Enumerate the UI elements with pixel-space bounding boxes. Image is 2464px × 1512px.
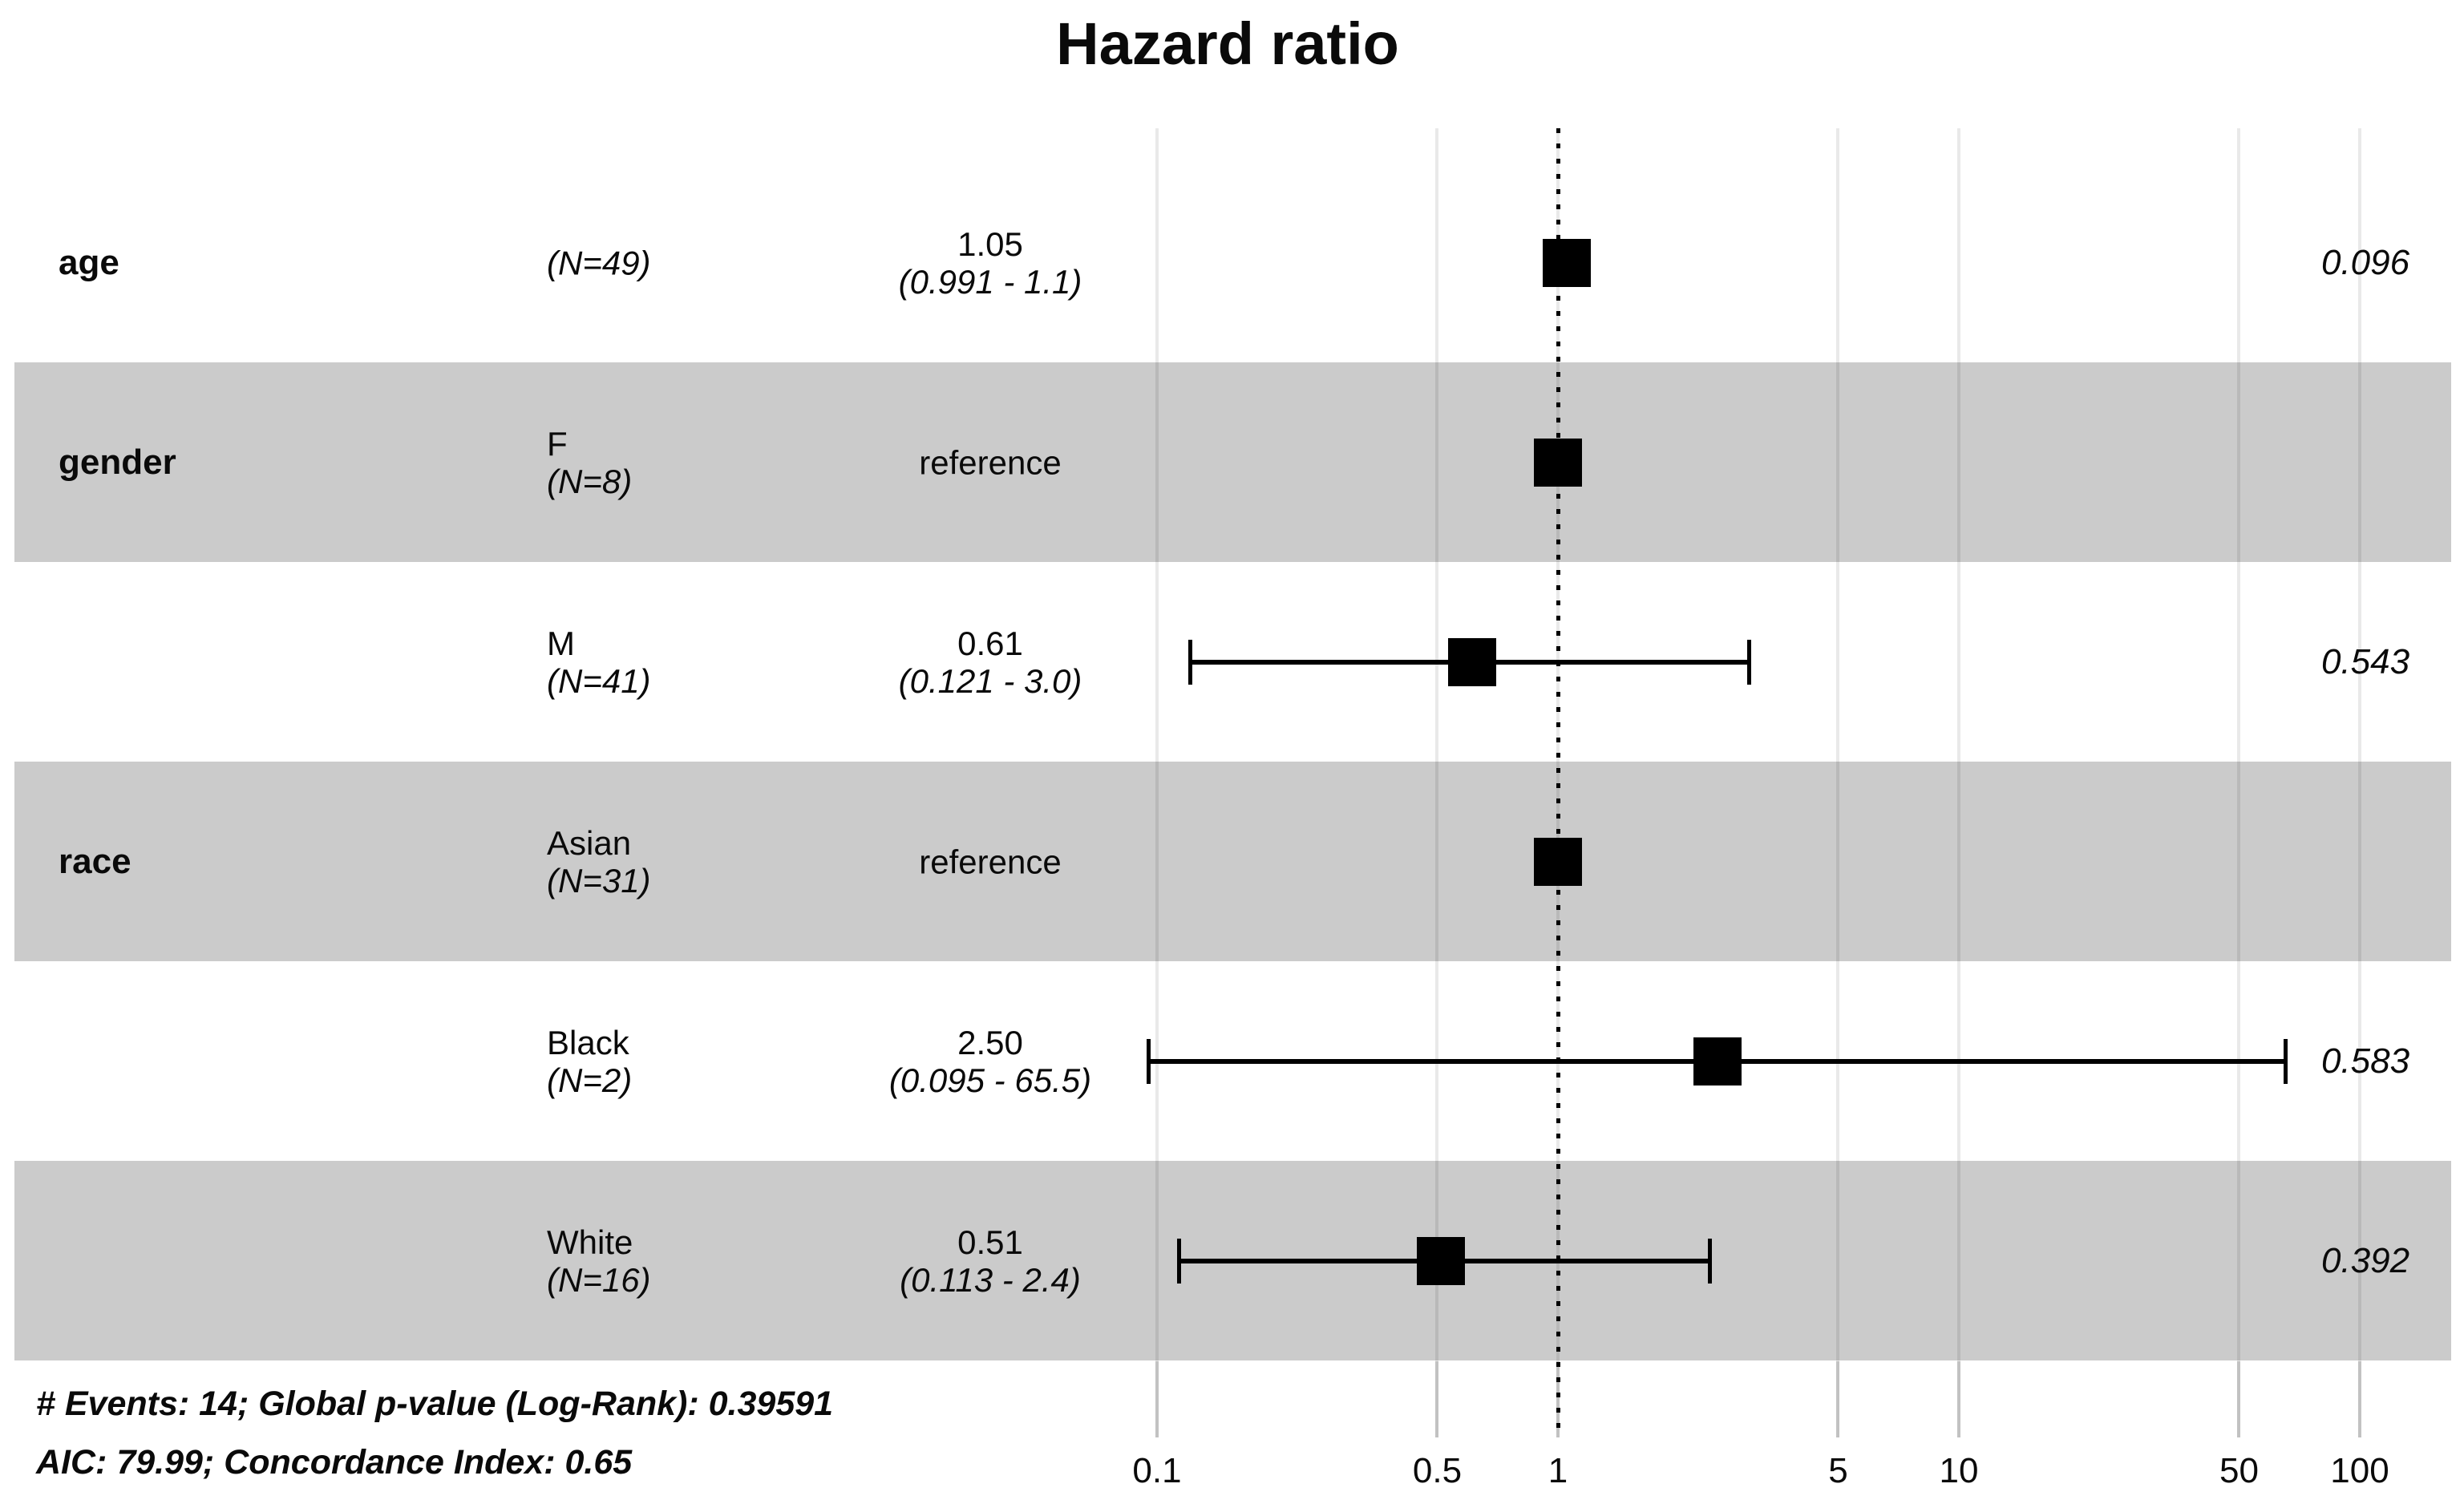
level-cell: Black (N=2) xyxy=(547,1024,632,1099)
gridline-x-10 xyxy=(1957,128,1960,1361)
estimate-label: reference xyxy=(919,443,1062,481)
hr-marker xyxy=(1534,837,1582,886)
variable-label: gender xyxy=(59,442,176,482)
estimate-cell: 0.51 (0.113 - 2.4) xyxy=(900,1223,1081,1299)
shaded-row-band xyxy=(14,762,2451,961)
whisker-cap-right xyxy=(2284,1038,2288,1084)
axis-tick-0.1 xyxy=(1155,1361,1159,1437)
shaded-row-band xyxy=(14,362,2451,562)
level-label: M xyxy=(547,624,575,662)
n-label: (N=8) xyxy=(547,462,633,500)
x-axis-tick-label-5: 5 xyxy=(1828,1451,1848,1490)
gridline-x-5 xyxy=(1836,128,1840,1361)
x-axis-tick-label-10: 10 xyxy=(1939,1451,1979,1490)
whisker-cap-left xyxy=(1176,1238,1181,1284)
estimate-cell: 2.50 (0.095 - 65.5) xyxy=(889,1024,1091,1099)
estimate-label: 2.50 xyxy=(957,1023,1023,1061)
hr-marker xyxy=(1542,238,1591,287)
level-cell: F (N=8) xyxy=(547,425,632,500)
variable-label: age xyxy=(59,242,119,282)
p-value-label: 0.583 xyxy=(2320,1041,2410,1081)
p-value-label: 0.543 xyxy=(2320,641,2410,681)
n-label: (N=41) xyxy=(547,661,651,700)
reference-line-dotted xyxy=(1556,128,1560,1432)
estimate-cell: reference xyxy=(919,843,1061,880)
gridline-x-0.5 xyxy=(1435,128,1439,1361)
axis-tick-10 xyxy=(1957,1361,1960,1437)
whisker-cap-left xyxy=(1188,639,1193,685)
axis-tick-0.5 xyxy=(1435,1361,1439,1437)
x-axis-tick-label-100: 100 xyxy=(2330,1451,2389,1490)
n-label: (N=31) xyxy=(547,861,651,900)
hr-marker xyxy=(1447,637,1496,686)
level-label: Asian xyxy=(547,823,632,862)
ci-label: (0.991 - 1.1) xyxy=(898,262,1082,301)
estimate-label: reference xyxy=(919,843,1062,880)
gridline-x-100 xyxy=(2358,128,2361,1361)
ci-label: (0.113 - 2.4) xyxy=(900,1260,1081,1299)
n-label: (N=2) xyxy=(547,1061,633,1099)
n-label: (N=16) xyxy=(547,1260,651,1299)
hr-marker xyxy=(1693,1037,1742,1085)
axis-tick-50 xyxy=(2237,1361,2241,1437)
estimate-cell: reference xyxy=(919,443,1061,481)
x-axis-tick-label-1: 1 xyxy=(1548,1451,1568,1490)
chart-title: Hazard ratio xyxy=(1056,10,1399,77)
footnote-aic-concordance: AIC: 79.99; Concordance Index: 0.65 xyxy=(36,1443,633,1482)
level-label: Black xyxy=(547,1023,629,1061)
gridline-x-0.1 xyxy=(1155,128,1159,1361)
level-cell: Asian (N=31) xyxy=(547,824,651,900)
level-label: F xyxy=(547,424,568,463)
gridline-x-50 xyxy=(2237,128,2241,1361)
level-cell: M (N=41) xyxy=(547,625,651,700)
whisker-cap-right xyxy=(1746,639,1751,685)
x-axis-tick-label-0.1: 0.1 xyxy=(1132,1451,1182,1490)
estimate-label: 0.61 xyxy=(957,624,1023,662)
whisker-cap-left xyxy=(1146,1038,1151,1084)
level-cell: White (N=16) xyxy=(547,1223,651,1299)
whisker-cap-right xyxy=(1708,1238,1713,1284)
x-axis-tick-label-0.5: 0.5 xyxy=(1412,1451,1463,1490)
level-label: White xyxy=(547,1223,633,1261)
hr-marker xyxy=(1416,1236,1465,1285)
estimate-label: 0.51 xyxy=(957,1223,1023,1261)
footnote-events-global-pvalue: # Events: 14; Global p-value (Log-Rank):… xyxy=(36,1385,834,1423)
level-cell: (N=49) xyxy=(547,244,651,281)
estimate-cell: 0.61 (0.121 - 3.0) xyxy=(899,625,1082,700)
axis-tick-100 xyxy=(2358,1361,2361,1437)
axis-tick-5 xyxy=(1836,1361,1840,1437)
x-axis-tick-label-50: 50 xyxy=(2219,1451,2259,1490)
ci-label: (0.095 - 65.5) xyxy=(888,1061,1092,1099)
variable-label: race xyxy=(59,841,131,881)
estimate-label: 1.05 xyxy=(957,224,1023,263)
hr-marker xyxy=(1534,438,1582,487)
p-value-label: 0.392 xyxy=(2320,1240,2410,1280)
estimate-cell: 1.05 (0.991 - 1.1) xyxy=(899,225,1082,301)
n-label: (N=49) xyxy=(547,244,651,281)
ci-label: (0.121 - 3.0) xyxy=(898,661,1082,700)
p-value-label: 0.096 xyxy=(2320,242,2410,282)
